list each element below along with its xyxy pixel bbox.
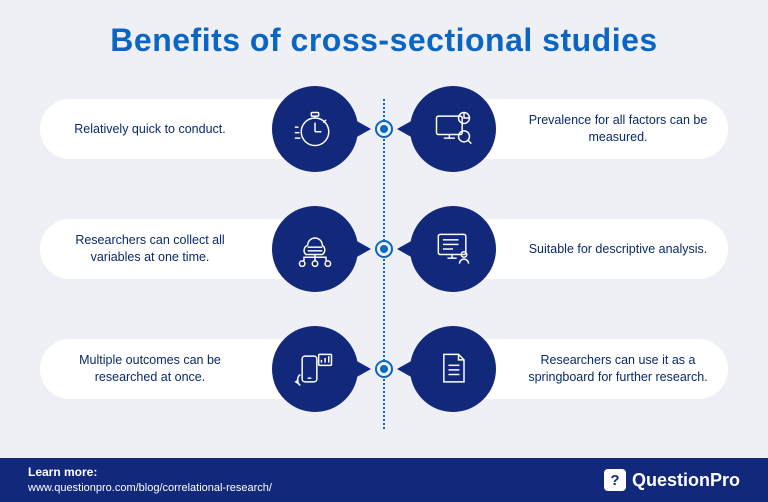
cloud-network-icon: [293, 227, 337, 271]
bubble-tail: [397, 120, 413, 138]
spine-node: [375, 360, 393, 378]
learn-more: Learn more: www.questionpro.com/blog/cor…: [28, 465, 272, 495]
benefit-icon-bubble: [272, 206, 358, 292]
benefit-text: Prevalence for all factors can be measur…: [528, 112, 708, 146]
bubble-tail: [397, 360, 413, 378]
document-lines-icon: [431, 347, 475, 391]
benefit-text: Multiple outcomes can be researched at o…: [60, 352, 240, 386]
screen-profile-icon: [431, 227, 475, 271]
infographic-body: Relatively quick to conduct. Prevalence …: [0, 79, 768, 459]
benefit-icon-bubble: [410, 206, 496, 292]
benefit-text: Researchers can collect all variables at…: [60, 232, 240, 266]
benefit-icon-bubble: [410, 86, 496, 172]
spine-node: [375, 240, 393, 258]
footer-bar: Learn more: www.questionpro.com/blog/cor…: [0, 458, 768, 502]
benefit-text: Suitable for descriptive analysis.: [528, 241, 708, 258]
benefit-icon-bubble: [410, 326, 496, 412]
bubble-tail: [355, 120, 371, 138]
logo-mark-icon: ?: [604, 469, 626, 491]
logo-text: QuestionPro: [632, 470, 740, 491]
monitor-analytics-icon: [431, 107, 475, 151]
stopwatch-icon: [293, 107, 337, 151]
benefit-icon-bubble: [272, 86, 358, 172]
bubble-tail: [355, 240, 371, 258]
benefit-text: Relatively quick to conduct.: [60, 121, 240, 138]
page-title: Benefits of cross-sectional studies: [0, 0, 768, 59]
benefit-icon-bubble: [272, 326, 358, 412]
learn-more-label: Learn more:: [28, 465, 272, 481]
spine-node: [375, 120, 393, 138]
brand-logo: ? QuestionPro: [604, 469, 740, 491]
learn-more-url: www.questionpro.com/blog/correlational-r…: [28, 482, 272, 494]
phone-chart-icon: [293, 347, 337, 391]
benefit-text: Researchers can use it as a springboard …: [528, 352, 708, 386]
bubble-tail: [397, 240, 413, 258]
center-spine: [383, 99, 385, 429]
bubble-tail: [355, 360, 371, 378]
